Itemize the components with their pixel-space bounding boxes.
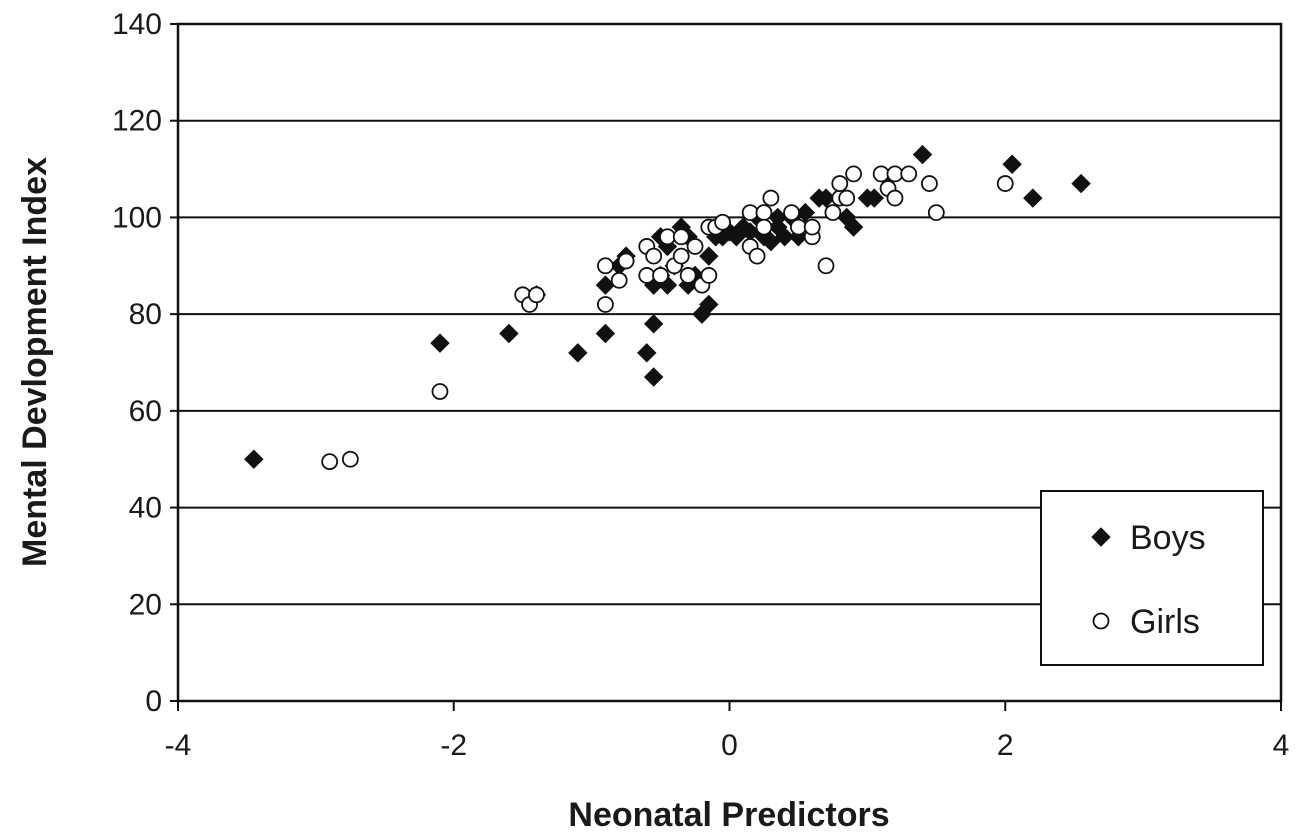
y-tick-label: 120 [112,105,162,138]
data-point-boys [637,343,657,363]
data-point-boys [643,367,664,387]
x-tick-label: 4 [1273,729,1290,762]
legend-box [1040,490,1264,666]
y-tick-label: 0 [145,685,162,718]
data-point-boys [699,246,719,266]
legend-label-boys: Boys [1130,519,1206,557]
data-point-boys [864,188,884,208]
data-point-girls [597,296,614,313]
data-point-girls [700,267,718,284]
y-tick-label: 40 [129,492,162,525]
data-point-girls [921,175,938,192]
data-point-girls [431,383,449,400]
data-point-girls [824,204,842,221]
data-point-boys [643,314,664,334]
x-axis: -4 -2 0 2 4 [165,701,1290,762]
data-point-girls [652,267,669,284]
data-point-girls [638,267,656,284]
x-tick-label: 2 [997,729,1014,762]
data-point-girls [686,238,704,255]
legend-marker-girls [1092,612,1110,630]
data-point-boys [1071,173,1091,194]
data-point-girls [872,165,890,183]
x-tick-label: -4 [165,729,192,762]
legend-label-girls: Girls [1130,603,1200,641]
data-point-girls [597,257,614,275]
data-point-girls [741,204,759,221]
y-tick-label: 140 [112,8,162,41]
data-point-girls [900,165,918,183]
data-point-girls [610,271,628,289]
data-point-boys [595,323,616,344]
data-point-boys [430,333,450,353]
y-tick-label: 100 [112,201,162,234]
data-point-girls [755,204,773,221]
data-point-girls [645,247,663,265]
data-point-boys [699,294,719,315]
data-point-girls [817,257,835,275]
data-point-girls [528,286,545,304]
y-tick-label: 80 [129,298,162,331]
data-point-girls [755,218,773,236]
data-point-girls [748,247,766,265]
series-girls [321,165,1014,471]
x-tick-label: 0 [721,729,738,762]
data-point-boys [568,343,588,363]
data-point-girls [679,267,697,284]
data-point-girls [927,204,945,221]
data-point-boys [774,227,795,247]
y-axis: 0 20 40 60 80 100 120 140 [112,8,178,718]
y-tick-label: 20 [129,588,162,621]
data-point-girls [341,450,359,468]
legend-marker-boys [1091,527,1111,547]
x-axis-title: Neonatal Predictors [568,796,889,833]
data-point-boys [912,144,933,165]
data-points [244,144,1091,471]
data-point-girls [886,189,904,207]
data-point-girls [714,213,732,231]
legend: Boys Girls [1040,490,1264,666]
data-point-boys [499,323,519,344]
y-tick-label: 60 [129,395,162,428]
data-point-girls [831,175,849,192]
data-point-girls [803,218,821,236]
data-point-girls [672,247,690,265]
series-boys [244,144,1091,469]
data-point-girls [783,204,800,221]
data-point-girls [762,189,780,207]
data-point-girls [838,189,856,207]
data-point-girls [790,218,807,236]
data-point-girls [845,165,862,183]
data-point-boys [244,449,264,469]
data-point-girls [617,252,635,270]
x-tick-label: -2 [440,729,467,762]
data-point-boys [1023,188,1043,208]
data-point-girls [659,228,676,246]
y-axis-title: Mental Devlopment Index [16,157,54,567]
data-point-girls [886,165,904,183]
data-point-girls [321,453,339,471]
data-point-boys [843,217,864,237]
data-point-girls [672,228,690,246]
data-point-boys [1002,154,1022,174]
data-point-girls [996,175,1014,192]
